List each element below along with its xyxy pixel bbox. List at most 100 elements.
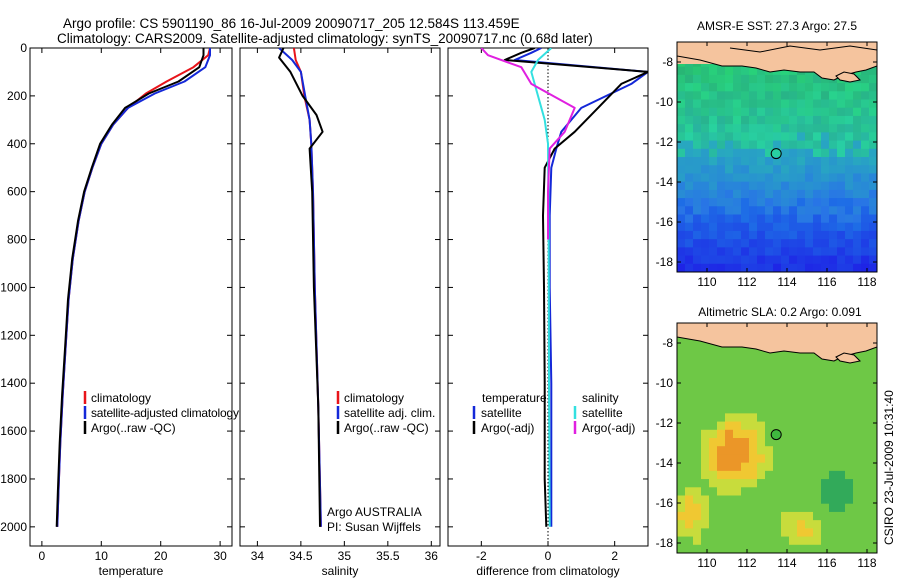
- sst-cell: [773, 74, 781, 84]
- sla-cell: [805, 413, 813, 423]
- sst-cell: [693, 173, 701, 183]
- sla-cell: [677, 487, 685, 497]
- sla-cell: [701, 454, 709, 464]
- sst-cell: [813, 230, 821, 240]
- sla-cell: [693, 495, 701, 505]
- sla-cell: [781, 528, 789, 538]
- sla-cell: [813, 520, 821, 529]
- sla-cell: [845, 380, 853, 390]
- sst-cell: [781, 66, 789, 76]
- sla-cell: [677, 470, 685, 480]
- sst-cell: [749, 124, 757, 133]
- sla-cell: [725, 503, 733, 513]
- sst-cell: [829, 148, 837, 158]
- sla-cell: [805, 396, 813, 406]
- sst-cell: [821, 132, 829, 142]
- sla-cell: [813, 487, 821, 497]
- sla-cell: [837, 495, 845, 505]
- sla-cell: [709, 503, 717, 513]
- y-tick-label: -16: [656, 215, 674, 229]
- sst-cell: [677, 239, 685, 248]
- sla-cell: [861, 380, 869, 390]
- sla-cell: [773, 380, 781, 390]
- sst-cell: [781, 206, 789, 216]
- sla-cell: [685, 536, 693, 546]
- sla-cell: [717, 421, 725, 431]
- sst-cell: [733, 189, 741, 199]
- sst-cell: [813, 255, 821, 265]
- sla-cell: [693, 429, 701, 439]
- sla-cell: [781, 454, 789, 464]
- sla-cell: [701, 347, 709, 357]
- sst-cell: [677, 263, 685, 272]
- sst-cell: [685, 115, 693, 125]
- sst-cell: [797, 247, 805, 257]
- sla-cell: [845, 446, 853, 456]
- sst-cell: [677, 66, 685, 76]
- sst-cell: [853, 189, 861, 199]
- sst-cell: [733, 99, 741, 109]
- sst-cell: [829, 247, 837, 257]
- sst-cell: [861, 165, 869, 175]
- sst-cell: [693, 124, 701, 133]
- sla-cell: [781, 396, 789, 406]
- sst-cell: [789, 214, 797, 224]
- sst-cell: [813, 140, 821, 150]
- sst-cell: [717, 107, 725, 117]
- sst-cell: [797, 206, 805, 216]
- sst-cell: [789, 230, 797, 240]
- sla-cell: [765, 438, 773, 447]
- sla-cell: [821, 446, 829, 456]
- sla-cell: [853, 503, 861, 513]
- sst-cell: [749, 157, 757, 166]
- sla-cell: [685, 355, 693, 365]
- sla-cell: [725, 479, 733, 488]
- sst-cell: [717, 148, 725, 158]
- sla-cell: [781, 347, 789, 357]
- sla-cell: [725, 470, 733, 480]
- sla-cell: [853, 470, 861, 480]
- sst-cell: [725, 107, 733, 117]
- sst-cell: [861, 99, 869, 109]
- sst-cell: [797, 214, 805, 224]
- sst-cell: [749, 74, 757, 84]
- sla-cell: [797, 487, 805, 497]
- sla-cell: [805, 438, 813, 447]
- sst-cell: [725, 99, 733, 109]
- sst-cell: [813, 115, 821, 125]
- sst-land-mask: [677, 42, 877, 83]
- sst-cell: [709, 181, 717, 191]
- x-tick-label: 10: [95, 549, 109, 563]
- sst-cell: [765, 107, 773, 117]
- sst-cell: [853, 263, 861, 272]
- sla-cell: [869, 454, 877, 464]
- sst-cell: [853, 222, 861, 232]
- sst-cell: [821, 83, 829, 92]
- sla-cell: [693, 503, 701, 513]
- sla-cell: [725, 511, 733, 521]
- sla-cell: [797, 544, 805, 553]
- sst-cell: [853, 91, 861, 101]
- sst-cell: [709, 247, 717, 257]
- sst-cell: [685, 99, 693, 109]
- sst-cell: [869, 239, 877, 248]
- y-tick-label: 1400: [0, 376, 27, 390]
- sla-cell: [749, 388, 757, 398]
- sst-cell: [853, 157, 861, 166]
- argo-float-marker: [770, 148, 782, 160]
- sst-cell: [837, 239, 845, 248]
- sla-cell: [853, 520, 861, 529]
- sst-cell: [869, 173, 877, 183]
- argo-program-label: Argo AUSTRALIA: [327, 505, 422, 519]
- y-tick-label: -8: [662, 336, 673, 350]
- sst-cell: [693, 66, 701, 76]
- sla-cell: [741, 446, 749, 456]
- sst-cell: [677, 198, 685, 207]
- sst-cell: [781, 99, 789, 109]
- temperature-ticks: 0 10 20 30 0 200 400 600 800 1000 1200 1400 1600 1800…: [0, 41, 232, 563]
- sst-cell: [677, 165, 685, 175]
- sst-cell: [837, 255, 845, 265]
- sla-cell: [821, 495, 829, 505]
- sst-cell: [765, 214, 773, 224]
- sla-cell: [845, 528, 853, 538]
